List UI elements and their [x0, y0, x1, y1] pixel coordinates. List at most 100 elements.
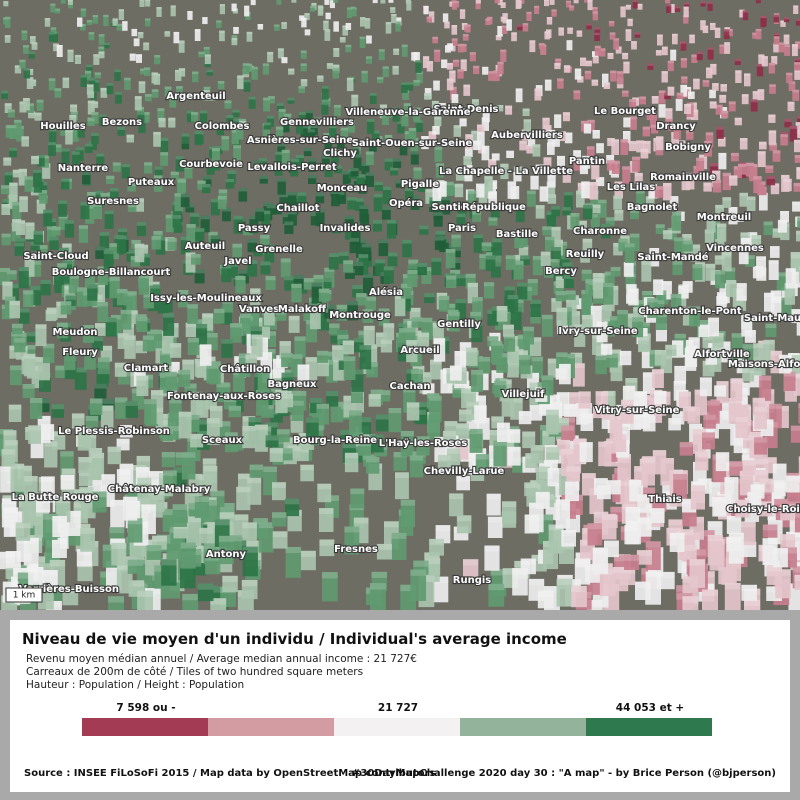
tile-top [567, 27, 573, 30]
tile [798, 403, 800, 424]
tile-top [481, 145, 490, 149]
tile [504, 286, 515, 299]
tile-top [610, 266, 621, 271]
tile-top [381, 113, 389, 116]
tile [491, 250, 502, 263]
tile-top [773, 36, 780, 39]
tile-top [18, 465, 32, 472]
tile-top [677, 140, 686, 144]
tile-top [392, 107, 400, 111]
tile [382, 66, 389, 78]
tile [57, 263, 67, 274]
tile-top [43, 209, 53, 214]
tile [42, 570, 58, 586]
tile-top [186, 224, 196, 228]
tile-top [100, 87, 108, 91]
tile-top [46, 307, 58, 312]
tile [361, 70, 368, 83]
tile-top [71, 151, 80, 155]
tile-top [424, 93, 431, 96]
tile [567, 27, 573, 34]
tile-top [230, 323, 242, 328]
tile [161, 452, 175, 468]
tile-top [77, 124, 85, 128]
tile-top [641, 487, 656, 493]
tile [794, 574, 800, 591]
tile [624, 554, 640, 570]
tile-top [512, 568, 528, 575]
tile [28, 567, 44, 585]
tile [359, 345, 372, 370]
tile-top [202, 17, 208, 20]
tile [783, 371, 796, 391]
tile-top [449, 493, 464, 500]
tile [363, 273, 374, 295]
tile [103, 14, 109, 27]
tile [606, 353, 618, 368]
tile [693, 78, 700, 90]
tile [247, 238, 257, 253]
tile [97, 266, 108, 286]
tile [284, 498, 300, 517]
tile-top [766, 175, 776, 179]
tile-top [534, 5, 540, 8]
tile-top [754, 458, 769, 465]
tile-top [340, 429, 354, 435]
tile [519, 0, 525, 4]
tile-top [632, 97, 639, 101]
tile [366, 457, 380, 474]
tile-top [540, 251, 551, 256]
tile-top [232, 109, 240, 113]
tile-top [632, 317, 644, 322]
tile-top [705, 132, 714, 136]
tile [266, 204, 276, 215]
tile [262, 63, 270, 75]
tile [301, 17, 307, 28]
tile [18, 308, 30, 324]
tile [336, 304, 348, 321]
tile [469, 428, 483, 453]
tile [672, 33, 678, 45]
tile-top [474, 405, 487, 411]
tile-top [475, 454, 490, 460]
tile-top [364, 18, 371, 21]
tile [473, 234, 484, 253]
tile-top [707, 521, 723, 528]
tile-top [169, 96, 177, 100]
tile-top [3, 157, 12, 161]
tile [718, 152, 727, 170]
tile-top [569, 5, 575, 8]
tile-top [689, 559, 705, 566]
tile [84, 351, 96, 370]
tile-top [291, 283, 302, 288]
tile [142, 335, 154, 352]
tile-top [655, 224, 665, 228]
tile [459, 9, 466, 19]
tile-top [773, 43, 780, 46]
tile-top [764, 292, 775, 297]
tile-top [224, 100, 232, 104]
tile [191, 253, 201, 265]
tile [291, 0, 297, 3]
tile-top [502, 568, 519, 575]
tile-top [559, 363, 571, 369]
tile-top [191, 112, 199, 115]
tile [661, 71, 668, 83]
tile [150, 284, 161, 297]
tile [572, 363, 585, 387]
tile [443, 430, 456, 444]
tile [789, 509, 800, 537]
tile-top [542, 226, 552, 230]
tile-top [789, 125, 798, 129]
tile [36, 154, 45, 167]
place-label: Puteaux [128, 177, 175, 188]
tile-top [242, 546, 258, 553]
tile-top [54, 8, 61, 11]
tile [599, 48, 606, 57]
tile-top [457, 203, 467, 207]
tile-top [620, 139, 629, 143]
tile [624, 525, 640, 545]
tile [329, 0, 335, 9]
tile [688, 91, 695, 99]
tile [754, 437, 768, 455]
